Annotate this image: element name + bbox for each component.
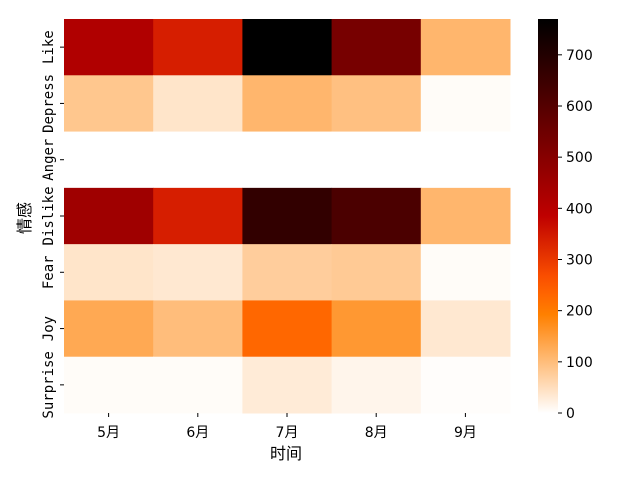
colorbar-tick-label: 0 (566, 406, 575, 422)
heatmap-cell (331, 75, 422, 133)
y-axis-ticks: Like Depress Anger Dislike Fear Joy Surprise (41, 30, 64, 419)
y-tick-label: Depress (41, 74, 57, 133)
heatmap-cell (153, 300, 243, 358)
heatmap-cell (242, 356, 333, 414)
y-tick-label: Anger (41, 139, 57, 181)
heatmap-cell (420, 300, 511, 358)
heatmap-cell (420, 75, 511, 133)
y-tick-label: Like (41, 30, 57, 64)
y-axis-label: 情感 (15, 202, 34, 234)
colorbar-ticks: 0 100 200 300 400 500 600 700 (558, 48, 593, 422)
heatmap-cell (242, 19, 333, 76)
heatmap-cell (153, 19, 243, 76)
heatmap-cell (331, 131, 422, 189)
heatmap-cell (153, 356, 243, 414)
x-tick-label: 5月 (97, 425, 120, 441)
x-axis-label: 时间 (270, 444, 302, 463)
heatmap-cell (64, 300, 154, 358)
heatmap-cell (153, 131, 243, 189)
heatmap-cell (420, 187, 511, 245)
colorbar-tick-label: 100 (566, 355, 593, 371)
colorbar-tick-label: 500 (566, 150, 593, 166)
heatmap-cell (242, 75, 333, 133)
heatmap-cell (64, 244, 154, 301)
x-axis-ticks: 5月 6月 7月 8月 9月 (97, 413, 477, 441)
heatmap-cell (64, 75, 154, 133)
heatmap-cell (420, 131, 511, 189)
heatmap-cell (331, 244, 422, 301)
x-tick-label: 7月 (276, 425, 299, 441)
y-tick-label: Dislike (41, 186, 57, 245)
colorbar-tick-label: 400 (566, 201, 593, 217)
heatmap-cell (420, 356, 511, 414)
colorbar-tick-label: 300 (566, 252, 593, 268)
y-tick-label: Joy (41, 316, 57, 341)
heatmap-cell (242, 187, 333, 245)
heatmap-cell (242, 300, 333, 358)
heatmap-cell (331, 356, 422, 414)
heatmap-cell (64, 187, 154, 245)
x-tick-label: 6月 (186, 425, 209, 441)
x-tick-label: 9月 (454, 425, 477, 441)
colorbar-tick-label: 600 (566, 99, 593, 115)
colorbar (538, 19, 558, 413)
heatmap-cells (64, 19, 511, 414)
heatmap-cell (153, 244, 243, 301)
heatmap-cell (420, 244, 511, 301)
colorbar-tick-label: 200 (566, 304, 593, 320)
y-tick-label: Surprise (41, 351, 57, 418)
heatmap-cell (420, 19, 511, 76)
y-tick-label: Fear (41, 255, 57, 289)
heatmap-cell (153, 75, 243, 133)
heatmap-cell (242, 244, 333, 301)
heatmap-cell (153, 187, 243, 245)
heatmap-cell (331, 187, 422, 245)
heatmap-cell (64, 19, 154, 76)
heatmap-cell (64, 356, 154, 414)
x-tick-label: 8月 (365, 425, 388, 441)
heatmap-cell (242, 131, 333, 189)
heatmap-cell (331, 300, 422, 358)
heatmap-cell (64, 131, 154, 189)
heatmap-cell (331, 19, 422, 76)
colorbar-tick-label: 700 (566, 48, 593, 64)
